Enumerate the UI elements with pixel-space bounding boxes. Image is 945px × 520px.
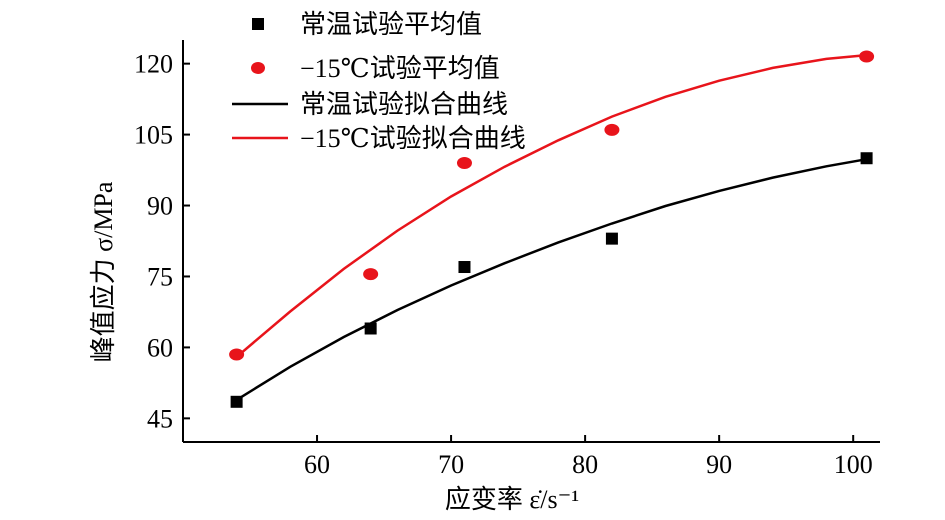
square-point [230,395,243,408]
legend-label: −15℃试验平均值 [300,54,500,83]
y-tick-label: 120 [134,50,173,79]
circle-point [456,156,472,169]
square-point [458,261,471,274]
x-axis-label: 应变率 ε̇/s⁻¹ [445,485,579,514]
fit-curve-series-2 [235,157,867,401]
x-tick-label: 100 [834,450,873,479]
square-point [364,322,377,335]
x-tick-label: 80 [572,450,598,479]
circle-point [229,348,245,361]
x-tick-label: 60 [304,450,330,479]
fit-curves [235,53,867,401]
square-point [860,152,873,165]
legend-label: 常温试验平均值 [300,10,482,39]
legend-label: −15℃试验拟合曲线 [300,124,526,153]
legend-square-swatch [252,18,264,30]
y-axis-label: 峰值应力 σ/MPa [89,181,118,362]
y-tick-label: 105 [134,121,173,150]
fit-curve-series-3 [235,53,867,358]
circle-point [604,123,620,136]
circle-point [859,50,875,63]
y-tick-label: 60 [147,333,173,362]
data-points [229,50,875,408]
legend-circle-swatch [251,62,265,74]
x-tick-label: 90 [706,450,732,479]
y-tick-label: 45 [147,404,173,433]
x-tick-label: 70 [438,450,464,479]
axes: 60 70 80 90 100 45 60 75 90 105 120 [134,40,880,479]
y-tick-label: 90 [147,192,173,221]
legend-label: 常温试验拟合曲线 [300,90,508,119]
y-tick-label: 75 [147,262,173,291]
circle-point [363,268,379,281]
square-point [605,232,618,245]
